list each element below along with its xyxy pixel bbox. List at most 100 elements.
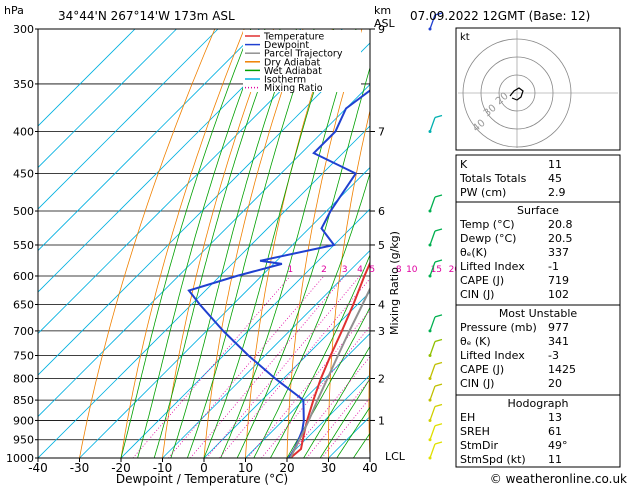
mixing-ratio-line bbox=[247, 309, 370, 458]
hodograph-frame bbox=[455, 27, 621, 151]
pw-label: PW (cm) bbox=[460, 186, 506, 199]
isotherm-line bbox=[38, 29, 219, 210]
wind-barb-dot bbox=[428, 209, 432, 213]
wet-adiabat-line bbox=[153, 29, 281, 458]
pressure-tick-label: 800 bbox=[13, 373, 34, 386]
km-tick-label: 2 bbox=[378, 373, 385, 386]
mixing-ratio-line bbox=[287, 356, 370, 458]
index-row-label: Lifted Index bbox=[460, 349, 525, 362]
temp-tick-label: -30 bbox=[70, 461, 90, 475]
mixing-ratio-label: 15 bbox=[431, 265, 442, 275]
mixing-ratio-axis-label: Mixing Ratio (g/kg) bbox=[388, 231, 401, 335]
index-row-value: 20.5 bbox=[548, 232, 573, 245]
km-unit-label: km bbox=[374, 4, 391, 17]
index-row-label: CIN (J) bbox=[460, 377, 494, 390]
isotherm-line bbox=[245, 332, 370, 458]
isotherm-line bbox=[38, 29, 302, 293]
index-row-value: 102 bbox=[548, 288, 569, 301]
km-tick-label: 5 bbox=[378, 239, 385, 252]
isotherm-line bbox=[38, 125, 370, 458]
index-row-label: Temp (°C) bbox=[459, 218, 515, 231]
sounding-lines bbox=[187, 89, 370, 458]
wet-adiabat-line bbox=[303, 345, 370, 458]
hodograph-trace bbox=[509, 87, 524, 101]
isotherm-line bbox=[162, 249, 370, 458]
hodograph-rows: EH 13 SREH 61 StmDir 49° StmSpd (kt) 11 bbox=[460, 411, 568, 466]
wet-adiabat-line bbox=[336, 406, 370, 458]
index-row-value: 977 bbox=[548, 321, 569, 334]
wet-adiabat-line bbox=[319, 377, 370, 458]
wind-barb-staff bbox=[429, 406, 436, 421]
mixing-ratio-label: 4 bbox=[357, 265, 363, 275]
pressure-tick-label: 650 bbox=[13, 299, 34, 312]
wet-adiabat-line bbox=[270, 254, 370, 458]
dry-adiabat-line bbox=[162, 29, 274, 458]
mixing-ratio-line bbox=[190, 275, 346, 458]
asl-unit-label: ASL bbox=[374, 17, 396, 30]
datetime-label: 07.09.2022 12GMT (Base: 12) bbox=[410, 9, 590, 23]
pressure-tick-label: 350 bbox=[13, 78, 34, 91]
mixing-ratio-line bbox=[168, 275, 325, 458]
wind-barb-staff bbox=[429, 261, 436, 277]
hodograph-box bbox=[455, 394, 621, 468]
legend-label: Wet Adiabat bbox=[264, 66, 322, 77]
wet-adiabat-line bbox=[137, 29, 266, 458]
pressure-tick-label: 500 bbox=[13, 205, 34, 218]
legend-label: Mixing Ratio bbox=[264, 83, 323, 94]
wind-barb-dot bbox=[428, 376, 432, 380]
index-row-label: EH bbox=[460, 411, 475, 424]
wind-barb-flag bbox=[434, 228, 443, 232]
km-tick-label: 7 bbox=[378, 126, 385, 139]
mixing-ratio-label: 2 bbox=[321, 265, 327, 275]
axes: 3003504004505005506006507007508008509009… bbox=[6, 23, 385, 475]
isotherm-line bbox=[203, 291, 370, 458]
pressure-tick-label: 700 bbox=[13, 325, 34, 338]
km-tick-label: 3 bbox=[378, 325, 385, 338]
pressure-tick-label: 600 bbox=[13, 270, 34, 283]
isotherm-line bbox=[286, 374, 370, 458]
km-tick-label: 1 bbox=[378, 415, 385, 428]
wind-barb-staff bbox=[429, 341, 436, 356]
indices-panel: K 11 Totals Totals 45 PW (cm) 2.9 Surfac… bbox=[455, 154, 621, 468]
dry-adiabat-line bbox=[203, 29, 304, 458]
hodograph-title: Hodograph bbox=[508, 397, 569, 410]
dry-adiabat-line bbox=[79, 29, 216, 458]
wind-barb-dot bbox=[428, 27, 432, 31]
temp-tick-label: 0 bbox=[200, 461, 208, 475]
temp-tick-label: -40 bbox=[28, 461, 48, 475]
pressure-tick-label: 850 bbox=[13, 394, 34, 407]
index-row-value: -3 bbox=[548, 349, 559, 362]
mixing-ratio-label: 10 bbox=[406, 265, 418, 275]
index-row-value: 1425 bbox=[548, 363, 576, 376]
indices-box-basic bbox=[455, 154, 621, 203]
index-row-label: Pressure (mb) bbox=[460, 321, 537, 334]
most-unstable-rows: Pressure (mb) 977 θₑ (K) 341 Lifted Index -3 C… bbox=[460, 321, 576, 390]
wind-barb-dot bbox=[428, 130, 432, 134]
wind-barb-staff bbox=[429, 230, 436, 246]
wind-barb-dot bbox=[428, 243, 432, 247]
wet-adiabat-line bbox=[253, 171, 370, 458]
wind-barb-staff bbox=[429, 385, 436, 401]
wet-adiabat-line bbox=[120, 29, 252, 458]
index-row-value: -1 bbox=[548, 260, 559, 273]
dry-adiabat-line bbox=[408, 29, 450, 458]
x-axis-label: Dewpoint / Temperature (°C) bbox=[116, 472, 288, 486]
series-dewpoint-line bbox=[187, 89, 370, 458]
index-row-value: 20.8 bbox=[548, 218, 573, 231]
wind-barb-dot bbox=[428, 353, 432, 357]
wind-barb-staff bbox=[429, 14, 436, 30]
pressure-tick-label: 300 bbox=[13, 23, 34, 36]
temp-tick-label: 10 bbox=[238, 461, 253, 475]
wet-adiabat-line bbox=[203, 29, 335, 458]
km-tick-label: 6 bbox=[378, 205, 385, 218]
index-row-value: 337 bbox=[548, 246, 569, 259]
wind-barb-flag bbox=[434, 403, 443, 408]
mixing-ratio-label: 1 bbox=[287, 265, 293, 275]
hodograph: kt 40 30 20 bbox=[455, 27, 621, 151]
wind-barb-flag bbox=[434, 12, 443, 16]
temp-tick-label: -20 bbox=[111, 461, 131, 475]
isotherm-line bbox=[38, 29, 136, 127]
km-tick-label: 9 bbox=[378, 23, 385, 36]
